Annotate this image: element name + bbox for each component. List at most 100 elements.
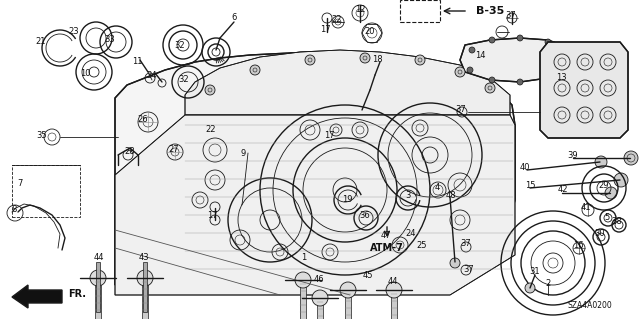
Text: 44: 44 (388, 277, 398, 286)
Circle shape (295, 272, 311, 288)
Text: 28: 28 (125, 147, 135, 157)
Circle shape (250, 65, 260, 75)
Text: 39: 39 (568, 151, 579, 160)
Bar (345, 292, 351, 319)
Circle shape (90, 270, 106, 286)
Text: 36: 36 (360, 211, 371, 219)
Circle shape (517, 79, 523, 85)
Text: 22: 22 (205, 125, 216, 135)
Text: 35: 35 (36, 130, 47, 139)
Circle shape (137, 270, 153, 286)
Circle shape (312, 290, 328, 306)
Circle shape (305, 55, 315, 65)
Circle shape (614, 173, 628, 187)
Text: 32: 32 (175, 41, 186, 49)
Circle shape (545, 39, 551, 45)
Text: 30: 30 (595, 229, 605, 239)
Circle shape (450, 258, 460, 268)
Text: 31: 31 (530, 268, 540, 277)
Text: 26: 26 (138, 115, 148, 124)
Text: 18: 18 (372, 56, 382, 64)
Text: B-35: B-35 (476, 6, 504, 16)
Text: 24: 24 (406, 228, 416, 238)
Circle shape (386, 282, 402, 298)
Circle shape (624, 151, 638, 165)
Circle shape (455, 67, 465, 77)
Circle shape (489, 77, 495, 83)
Text: 17: 17 (324, 130, 334, 139)
Bar (96, 262, 100, 312)
Text: 33: 33 (104, 35, 115, 44)
Circle shape (525, 283, 535, 293)
Text: 9: 9 (241, 149, 246, 158)
Text: 45: 45 (363, 271, 373, 279)
Text: 17: 17 (320, 26, 330, 34)
Circle shape (565, 65, 571, 71)
Text: 11: 11 (132, 57, 142, 66)
Polygon shape (185, 50, 510, 115)
Text: 14: 14 (475, 50, 485, 60)
Circle shape (205, 85, 215, 95)
Circle shape (415, 55, 425, 65)
Bar (400, 0, 440, 22)
Text: 22: 22 (332, 16, 342, 25)
Text: 1: 1 (301, 254, 307, 263)
Bar (300, 282, 306, 319)
Text: 37: 37 (506, 11, 516, 19)
Text: 29: 29 (599, 181, 609, 189)
Bar (143, 262, 147, 312)
Text: 38: 38 (612, 218, 622, 226)
Circle shape (605, 187, 617, 199)
Text: 4: 4 (435, 183, 440, 192)
Polygon shape (540, 42, 628, 138)
Text: 3: 3 (405, 190, 411, 199)
Text: 37: 37 (456, 106, 467, 115)
Polygon shape (460, 38, 575, 82)
Text: 46: 46 (314, 276, 324, 285)
Circle shape (563, 49, 569, 55)
Text: 37: 37 (461, 240, 472, 249)
Bar (142, 280, 148, 319)
Text: 40: 40 (520, 164, 531, 173)
Polygon shape (115, 52, 515, 288)
Text: 47: 47 (381, 232, 391, 241)
Bar (391, 292, 397, 319)
Polygon shape (115, 115, 515, 295)
Text: 25: 25 (417, 241, 428, 249)
Text: 2: 2 (545, 278, 550, 287)
Circle shape (467, 67, 473, 73)
Text: 32: 32 (179, 76, 189, 85)
Text: 37: 37 (463, 265, 474, 275)
Text: 23: 23 (68, 27, 79, 36)
Circle shape (485, 83, 495, 93)
Text: 5: 5 (604, 212, 610, 221)
Circle shape (489, 37, 495, 43)
Text: 10: 10 (80, 69, 90, 78)
Text: 13: 13 (556, 73, 566, 83)
Text: 21: 21 (36, 38, 46, 47)
Text: 6: 6 (231, 13, 237, 23)
Bar (95, 280, 101, 319)
Circle shape (340, 282, 356, 298)
Bar (317, 300, 323, 319)
Polygon shape (12, 285, 62, 308)
Text: FR.: FR. (68, 289, 86, 299)
Circle shape (517, 35, 523, 41)
Circle shape (595, 156, 607, 168)
Bar (12, 165, 80, 217)
Text: 12: 12 (355, 5, 365, 14)
Text: 17: 17 (207, 211, 218, 219)
Circle shape (360, 53, 370, 63)
Text: ATM-7: ATM-7 (370, 243, 404, 253)
Text: 42: 42 (557, 186, 568, 195)
Circle shape (469, 47, 475, 53)
Text: 19: 19 (342, 196, 352, 204)
Text: 27: 27 (169, 145, 179, 154)
Text: SZA4A0200: SZA4A0200 (568, 301, 612, 310)
Circle shape (545, 75, 551, 81)
Text: 7: 7 (17, 179, 22, 188)
Text: 44: 44 (93, 254, 104, 263)
Text: 20: 20 (365, 27, 375, 36)
Text: 15: 15 (525, 181, 535, 189)
Text: 16: 16 (573, 241, 583, 249)
